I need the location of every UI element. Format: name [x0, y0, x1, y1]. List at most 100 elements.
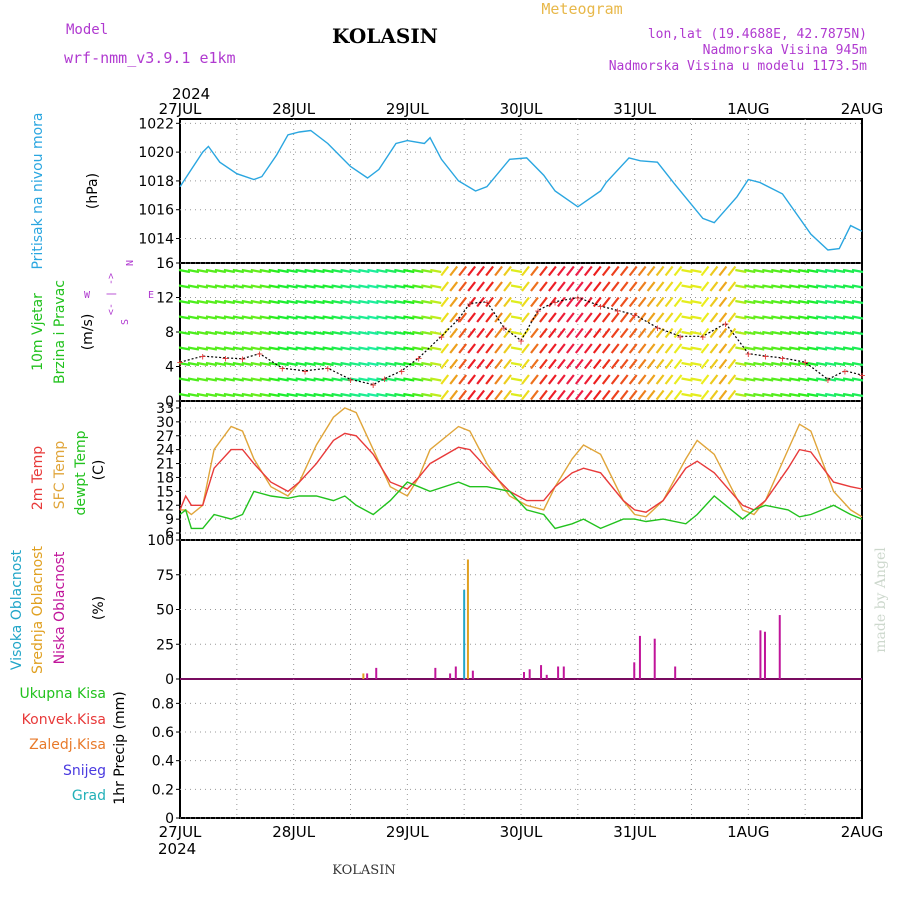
y-tick-labels: 1022102010181016101416128403330272421181… — [138, 116, 174, 827]
wind-barb — [619, 312, 629, 323]
wind-barb — [744, 361, 756, 367]
y-tick-label: 0.2 — [152, 782, 174, 798]
station-title: KOLASIN — [332, 24, 438, 48]
wind-barb — [286, 330, 298, 336]
wind-barb — [304, 377, 316, 382]
dewpt-label: dewpt Temp — [73, 430, 89, 515]
pressure-ylabel-group: Pritisak na nivou mora (hPa) — [30, 112, 101, 269]
wind-barb — [214, 268, 227, 274]
wind-barb — [646, 389, 656, 401]
wind-barb — [232, 392, 245, 398]
wind-barb — [232, 330, 245, 336]
wind-barb — [286, 284, 298, 289]
wind-barb — [205, 346, 218, 351]
wind-barb — [250, 315, 262, 320]
wind-barb — [565, 281, 575, 292]
wind-barb — [601, 374, 611, 385]
wind-barb — [331, 392, 343, 398]
wind-barb — [646, 358, 656, 370]
wind-barb — [700, 296, 710, 308]
wind-barb — [313, 330, 325, 336]
wind-barb — [592, 327, 602, 339]
wind-barb — [735, 377, 747, 382]
wind-barb — [530, 374, 539, 385]
wind-barb — [196, 392, 209, 398]
wind-barb — [259, 268, 271, 274]
wind-barb — [780, 284, 792, 289]
wind-barb — [467, 312, 477, 323]
temp2m-label: 2m Temp — [30, 446, 46, 510]
wind-gust-marker: + — [614, 304, 621, 317]
wind-barb — [476, 358, 485, 370]
wind-barb — [304, 284, 316, 289]
wind-barb — [565, 343, 575, 354]
wind-barb — [851, 284, 864, 289]
wind-barb — [727, 312, 737, 323]
wind-barb — [430, 377, 442, 382]
y-tick-label: 0.4 — [152, 754, 174, 770]
wind-barb — [349, 284, 361, 289]
wind-barb — [304, 315, 316, 320]
wind-barb — [331, 284, 343, 289]
gridlines — [176, 119, 862, 819]
wind-barb — [385, 299, 397, 305]
dewpt-line — [179, 481, 863, 530]
wind-barb — [565, 265, 575, 277]
wind-barb — [709, 358, 719, 370]
wind-barb — [313, 268, 325, 274]
wind-barb — [494, 389, 503, 401]
wind-barb — [349, 361, 361, 367]
y-tick-label: 15 — [156, 484, 174, 500]
wind-barb — [637, 343, 647, 354]
wind-barb — [530, 281, 539, 292]
wind-barb — [842, 392, 855, 398]
compass-south: S — [120, 319, 131, 325]
wind-barb — [268, 361, 280, 367]
wind-barb — [421, 284, 433, 289]
wind-barb — [851, 392, 864, 398]
wind-barb — [727, 343, 737, 354]
wind-barb — [806, 392, 819, 398]
wind-barb — [700, 312, 710, 323]
model-altitude: Nadmorska Visina u modelu 1173.5m — [609, 59, 867, 74]
wind-barb — [196, 299, 209, 305]
wind-barb — [223, 299, 236, 305]
y-tick-label: 27 — [156, 429, 174, 445]
wind-barb — [789, 361, 801, 367]
low-cloud-label: Niska Oblacnost — [52, 551, 68, 664]
wind-barb — [196, 361, 209, 367]
wind-barb — [349, 315, 361, 320]
wind-barb — [214, 299, 227, 305]
wind-barb — [762, 361, 774, 367]
pressure-line — [179, 129, 863, 251]
wind-barb — [458, 343, 468, 354]
wind-barb — [709, 312, 719, 323]
wind-barb — [485, 374, 494, 385]
wind-barb — [214, 377, 227, 382]
wind-barb — [440, 296, 450, 308]
wind-barb — [485, 358, 494, 370]
wind-barb — [385, 346, 397, 351]
y-tick-label: 16 — [156, 256, 174, 272]
wind-barb — [467, 374, 477, 385]
wind-barb — [548, 389, 557, 401]
wind-barb — [358, 268, 370, 274]
wind-barb — [322, 377, 334, 382]
wind-barb — [780, 392, 792, 398]
wind-barb — [718, 343, 728, 354]
wind-barb — [851, 315, 864, 320]
wind-barb — [385, 284, 397, 289]
wind-barb — [412, 268, 424, 274]
wind-barb — [797, 268, 810, 274]
wind-barb — [539, 312, 548, 323]
wind-barb — [789, 377, 801, 382]
wind-barb — [574, 343, 584, 354]
date-tick-top: 28JUL — [272, 100, 315, 118]
wind-barb — [592, 296, 602, 308]
wind-barb — [349, 392, 361, 398]
wind-barb — [241, 392, 253, 398]
wind-barb — [673, 296, 683, 308]
wind-barb — [628, 343, 638, 354]
wind-barb — [259, 330, 271, 336]
wind-barb — [646, 374, 656, 385]
